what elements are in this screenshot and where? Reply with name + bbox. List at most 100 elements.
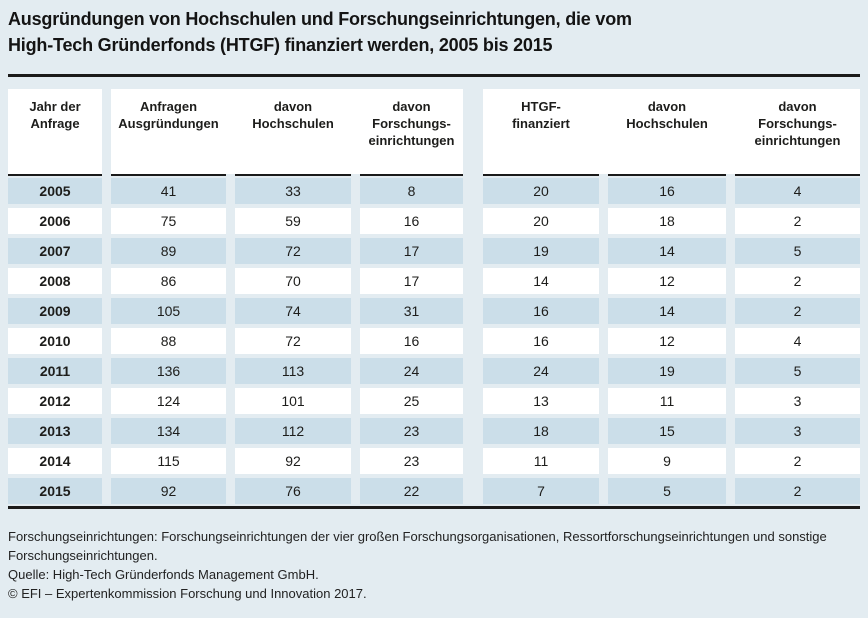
table-row: 2015 92 76 22 7 5 2	[8, 476, 860, 506]
value-cell: 19	[608, 358, 726, 384]
table-row: 2012 124 101 25 13 11 3	[8, 386, 860, 416]
value-cell: 136	[111, 358, 226, 384]
value-cell: 105	[111, 298, 226, 324]
value-cell: 16	[360, 328, 463, 354]
group-spacer	[472, 206, 474, 236]
value-cell: 113	[235, 358, 351, 384]
value-cell: 11	[608, 388, 726, 414]
value-cell: 74	[235, 298, 351, 324]
value-cell: 15	[608, 418, 726, 444]
header-underline	[360, 174, 463, 176]
value-cell: 9	[608, 448, 726, 474]
year-cell: 2005	[8, 178, 102, 204]
group-spacer	[472, 266, 474, 296]
value-cell: 89	[111, 238, 226, 264]
value-cell: 72	[235, 328, 351, 354]
value-cell: 17	[360, 238, 463, 264]
header-label: Jahr der Anfrage	[29, 99, 81, 131]
group-spacer	[472, 236, 474, 266]
value-cell: 16	[483, 298, 599, 324]
header-underline-row	[8, 174, 860, 176]
figure-title-line2: High-Tech Gründerfonds (HTGF) finanziert…	[8, 35, 553, 55]
value-cell: 16	[360, 208, 463, 234]
year-cell: 2013	[8, 418, 102, 444]
value-cell: 86	[111, 268, 226, 294]
year-cell: 2010	[8, 328, 102, 354]
year-cell: 2006	[8, 208, 102, 234]
table-bottom-rule	[8, 506, 860, 509]
header-cell-davon-forschungseinrichtungen-2: davon Forschungs- einrichtungen	[754, 99, 841, 148]
header-cell-jahr-der-anfrage: Jahr der Anfrage	[8, 89, 102, 174]
value-cell: 59	[235, 208, 351, 234]
table-row: 2007 89 72 17 19 14 5	[8, 236, 860, 266]
table-row: 2011 136 113 24 24 19 5	[8, 356, 860, 386]
value-cell: 2	[735, 448, 860, 474]
value-cell: 8	[360, 178, 463, 204]
footnote-definition: Forschungseinrichtungen: Forschungseinri…	[8, 529, 827, 563]
table-row: 2005 41 33 8 20 16 4	[8, 176, 860, 206]
value-cell: 2	[735, 478, 860, 504]
value-cell: 33	[235, 178, 351, 204]
value-cell: 5	[735, 238, 860, 264]
header-underline	[235, 174, 351, 176]
group-spacer	[472, 386, 474, 416]
title-rule	[8, 74, 860, 77]
header-cell-davon-forschungseinrichtungen-1: davon Forschungs- einrichtungen	[368, 99, 455, 148]
year-cell: 2015	[8, 478, 102, 504]
group-spacer	[472, 416, 474, 446]
group-spacer	[472, 356, 474, 386]
value-cell: 88	[111, 328, 226, 354]
value-cell: 72	[235, 238, 351, 264]
value-cell: 2	[735, 268, 860, 294]
value-cell: 92	[111, 478, 226, 504]
footnotes: Forschungseinrichtungen: Forschungseinri…	[8, 527, 860, 603]
table-row: 2008 86 70 17 14 12 2	[8, 266, 860, 296]
value-cell: 115	[111, 448, 226, 474]
value-cell: 20	[483, 178, 599, 204]
value-cell: 13	[483, 388, 599, 414]
value-cell: 92	[235, 448, 351, 474]
value-cell: 17	[360, 268, 463, 294]
value-cell: 4	[735, 328, 860, 354]
header-cell-anfragen-ausgruendungen: Anfragen Ausgründungen	[118, 99, 219, 131]
header-group-anfragen: Anfragen Ausgründungen davon Hochschulen…	[111, 89, 463, 174]
header-cell-davon-hochschulen-2: davon Hochschulen	[626, 99, 708, 131]
table-header-row: Jahr der Anfrage Anfragen Ausgründungen …	[8, 89, 860, 174]
value-cell: 5	[735, 358, 860, 384]
value-cell: 16	[483, 328, 599, 354]
table-row: 2009 105 74 31 16 14 2	[8, 296, 860, 326]
header-cell-htgf-finanziert: HTGF- finanziert	[512, 99, 570, 131]
group-spacer	[472, 446, 474, 476]
group-spacer	[472, 476, 474, 506]
value-cell: 5	[608, 478, 726, 504]
value-cell: 16	[608, 178, 726, 204]
value-cell: 14	[608, 298, 726, 324]
value-cell: 19	[483, 238, 599, 264]
figure-title-line1: Ausgründungen von Hochschulen und Forsch…	[8, 9, 632, 29]
table-body: 2005 41 33 8 20 16 4 2006 75 59 16 20 18 2 2007 89 72 17 1…	[8, 176, 860, 506]
value-cell: 24	[360, 358, 463, 384]
group-spacer	[472, 326, 474, 356]
header-underline	[483, 174, 599, 176]
value-cell: 7	[483, 478, 599, 504]
table-row: 2013 134 112 23 18 15 3	[8, 416, 860, 446]
value-cell: 2	[735, 208, 860, 234]
header-underline	[8, 174, 102, 176]
group-spacer	[472, 296, 474, 326]
year-cell: 2009	[8, 298, 102, 324]
value-cell: 101	[235, 388, 351, 414]
header-underline	[111, 174, 226, 176]
value-cell: 2	[735, 298, 860, 324]
value-cell: 75	[111, 208, 226, 234]
year-cell: 2007	[8, 238, 102, 264]
figure-title: Ausgründungen von Hochschulen und Forsch…	[8, 6, 860, 58]
header-group-htgf: HTGF- finanziert davon Hochschulen davon…	[483, 89, 860, 174]
data-table: Jahr der Anfrage Anfragen Ausgründungen …	[8, 89, 860, 509]
value-cell: 41	[111, 178, 226, 204]
year-cell: 2008	[8, 268, 102, 294]
value-cell: 31	[360, 298, 463, 324]
value-cell: 124	[111, 388, 226, 414]
value-cell: 25	[360, 388, 463, 414]
value-cell: 14	[483, 268, 599, 294]
